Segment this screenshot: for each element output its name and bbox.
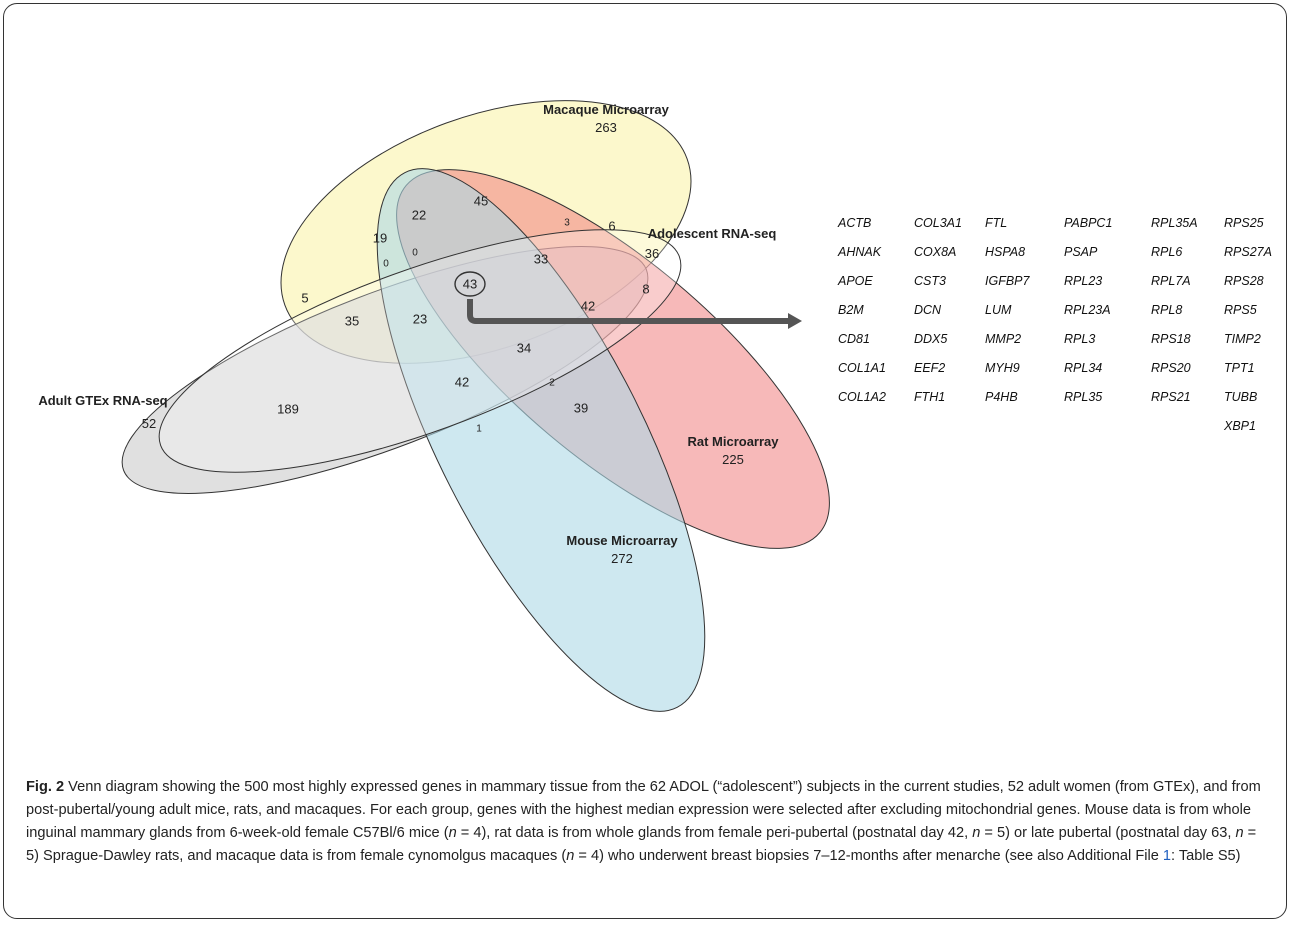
gene-name: COL3A1 [914,216,962,230]
arrow-head-icon [788,313,802,329]
gene-name: TUBB [1224,390,1258,404]
gene-name: AHNAK [838,245,882,259]
adolescent-count: 36 [645,246,659,261]
macaque-label: Macaque Microarray [543,102,669,117]
gene-name: RPS5 [1224,303,1257,317]
gene-list: ACTB AHNAK APOE B2M CD81 COL1A1 COL1A2 COL3A1 CO… [838,216,1278,456]
gene-name: RPL35A [1151,216,1198,230]
gene-name: RPL23A [1064,303,1111,317]
gene-name: PSAP [1064,245,1098,259]
gene-name: RPL3 [1064,332,1096,346]
gene-name: COL1A2 [838,390,886,404]
gene-name: RPS20 [1151,361,1191,375]
gene-name: APOE [838,274,873,288]
gene-name: COX8A [914,245,957,259]
figure-number: Fig. 2 [26,779,65,795]
gene-name: MMP2 [985,332,1022,346]
gene-name: MYH9 [985,361,1020,375]
gene-name: HSPA8 [985,245,1026,259]
region-count: 6 [608,218,615,233]
gene-name: IGFBP7 [985,274,1030,288]
mouse-ellipse [376,168,706,712]
gene-name: CD81 [838,332,870,346]
gene-name: DCN [914,303,942,317]
region-count: 1 [476,424,482,435]
region-count: 33 [534,251,548,266]
region-count: 0 [383,259,389,270]
gene-name: RPL7A [1151,274,1191,288]
region-count: 5 [301,290,308,305]
gene-name: RPL34 [1064,361,1103,375]
gene-name: P4HB [985,390,1018,404]
gene-name: DDX5 [914,332,948,346]
gene-name: FTH1 [914,390,946,404]
region-count: 34 [517,340,531,355]
gene-name: RPL23 [1064,274,1103,288]
region-count: 22 [412,207,426,222]
adolescent-ellipse [158,229,682,473]
gene-name: B2M [838,303,864,317]
gene-name: RPL8 [1151,303,1183,317]
gene-name: FTL [985,216,1008,230]
region-count: 0 [412,248,418,259]
mouse-count: 272 [611,551,633,566]
region-count: 3 [564,218,570,229]
arrow-icon [467,299,790,324]
mouse-label: Mouse Microarray [566,533,678,548]
gene-name: CST3 [914,274,946,288]
gene-name: RPL6 [1151,245,1183,259]
gene-name: EEF2 [914,361,946,375]
region-count-core: 43 [463,276,477,291]
rat-label: Rat Microarray [687,434,779,449]
additional-file-link[interactable]: 1 [1162,848,1172,864]
gene-name: RPS27A [1224,245,1272,259]
gene-name: LUM [985,303,1012,317]
gene-name: RPS18 [1151,332,1191,346]
region-count: 42 [581,298,595,313]
venn-diagram: Macaque Microarray 263 Adolescent RNA-se… [38,100,830,712]
region-count: 39 [574,400,588,415]
gene-name: RPL35 [1064,390,1103,404]
gene-name: TPT1 [1224,361,1255,375]
region-count: 42 [455,374,469,389]
figure-caption: Fig. 2 Venn diagram showing the 500 most… [26,779,1261,864]
region-count: 2 [549,378,555,389]
region-count: 45 [474,193,488,208]
region-count: 19 [373,230,387,245]
figure-frame [3,3,1287,919]
highlight-circle [454,271,486,297]
gene-name: RPS25 [1224,216,1264,230]
adult-gtex-count: 52 [142,416,156,431]
gene-name: PABPC1 [1064,216,1113,230]
adult-gtex-label: Adult GTEx RNA-seq [38,393,167,408]
region-count: 189 [277,401,299,416]
gene-name: ACTB [838,216,872,230]
region-count: 23 [413,311,427,326]
gene-name: RPS21 [1151,390,1191,404]
rat-count: 225 [722,452,744,467]
region-count: 35 [345,313,359,328]
macaque-count: 263 [595,120,617,135]
region-count: 8 [642,281,649,296]
adolescent-label: Adolescent RNA-seq [648,226,777,241]
gene-name: RPS28 [1224,274,1264,288]
gene-name: TIMP2 [1224,332,1261,346]
gene-name: XBP1 [1224,419,1256,433]
gene-name: COL1A1 [838,361,886,375]
